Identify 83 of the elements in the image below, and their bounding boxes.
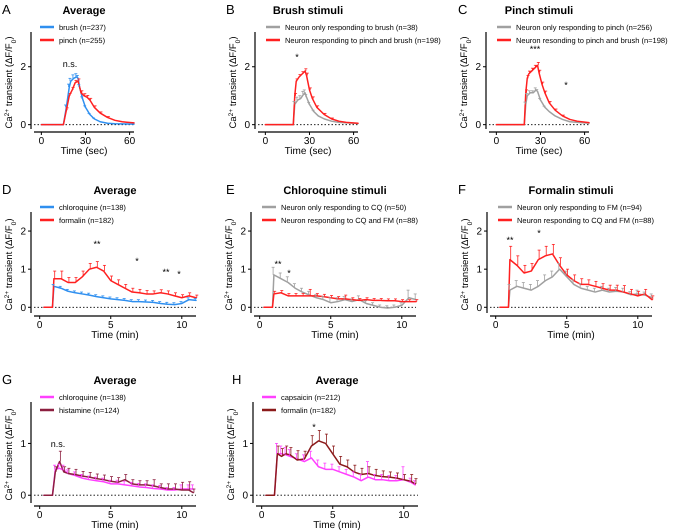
annotation: * [295, 52, 300, 62]
text: F [458, 182, 466, 197]
annotation: * [177, 269, 182, 279]
text: D [2, 182, 12, 197]
chart-title: Pinch stimuli [504, 5, 574, 17]
line-series [264, 70, 359, 126]
annotation: *** [530, 44, 541, 54]
x-tick-label: 0 [494, 136, 500, 147]
y-tick-label: 0 [242, 490, 248, 502]
y-tick-label: 2 [244, 62, 250, 74]
x-tick-label: 30 [534, 136, 546, 147]
annotation: * [537, 228, 542, 238]
y-tick-label: 1 [20, 264, 26, 276]
y-tick-label: 1 [476, 264, 482, 276]
chart-title: Average [62, 5, 106, 17]
y-tick-label: 0 [244, 120, 250, 132]
x-tick-label: 10 [176, 510, 188, 521]
x-tick-label: 10 [632, 320, 644, 331]
x-tick-label: 0 [38, 136, 45, 147]
x-tick-label: 0 [36, 320, 43, 331]
x-tick-label: 0 [36, 510, 43, 521]
annotation: ** [274, 259, 282, 269]
annotation: ** [506, 235, 514, 245]
text: B [226, 2, 235, 17]
x-tick-label: 10 [396, 320, 408, 331]
y-tick-label: 0 [20, 490, 26, 502]
y-tick-label: 2 [476, 226, 482, 238]
x-tick-label: 0 [256, 320, 263, 331]
annotation: ** [93, 239, 101, 249]
chart-title: Average [93, 375, 137, 387]
chart-title: Average [315, 375, 359, 387]
text: G [2, 372, 12, 387]
x-tick-label: 30 [304, 136, 316, 147]
y-tick-label: 1 [240, 264, 246, 276]
chart-title: Chloroquine stimuli [283, 185, 387, 197]
x-axis-title: Time (min) [91, 330, 139, 341]
y-tick-label: 2 [20, 62, 26, 74]
x-tick-label: 60 [348, 136, 360, 147]
y-tick-label: 0 [475, 120, 482, 132]
x-tick-label: 60 [579, 136, 591, 147]
x-axis-title: Time (sec) [60, 146, 108, 157]
y-tick-label: 2 [475, 62, 482, 74]
y-tick-label: 1 [242, 438, 248, 450]
annotation: ** [162, 267, 170, 277]
x-tick-label: 10 [176, 320, 188, 331]
annotation: * [312, 422, 316, 432]
text: A [2, 2, 11, 17]
annotation: * [564, 80, 568, 90]
x-axis-title: Time (min) [313, 520, 361, 530]
x-tick-label: 5 [564, 320, 570, 331]
x-tick-label: 5 [108, 510, 114, 521]
x-axis-title: Time (sec) [516, 146, 562, 157]
annotation: n.s. [62, 59, 78, 69]
text: E [226, 182, 235, 197]
x-tick-label: 60 [124, 136, 136, 147]
x-axis-title: Time (min) [91, 520, 139, 530]
x-tick-label: 5 [330, 510, 336, 521]
x-tick-label: 0 [262, 136, 269, 147]
annotation: * [135, 256, 140, 266]
line-series [496, 64, 590, 126]
x-tick-label: 0 [492, 320, 499, 331]
y-tick-label: 0 [240, 302, 246, 314]
chart-title: Brush stimuli [272, 5, 344, 17]
chart-title: Average [93, 185, 137, 197]
y-tick-label: 1 [20, 438, 26, 450]
text: H [232, 372, 242, 387]
x-axis-title: Time (sec) [284, 146, 332, 157]
y-tick-label: 0 [20, 302, 26, 314]
text: C [458, 2, 468, 17]
x-tick-label: 10 [398, 510, 410, 521]
chart-title: Formalin stimuli [528, 185, 614, 197]
x-tick-label: 30 [80, 136, 92, 147]
annotation: * [287, 268, 292, 278]
x-tick-label: 0 [258, 510, 265, 521]
x-axis-title: Time (min) [311, 330, 359, 341]
annotation: n.s. [50, 439, 66, 449]
y-tick-label: 2 [20, 226, 26, 238]
x-axis-title: Time (min) [547, 330, 595, 341]
x-tick-label: 5 [328, 320, 334, 331]
y-tick-label: 0 [476, 302, 482, 314]
y-tick-label: 2 [240, 226, 246, 238]
x-tick-label: 5 [108, 320, 114, 331]
y-tick-label: 0 [20, 120, 26, 132]
